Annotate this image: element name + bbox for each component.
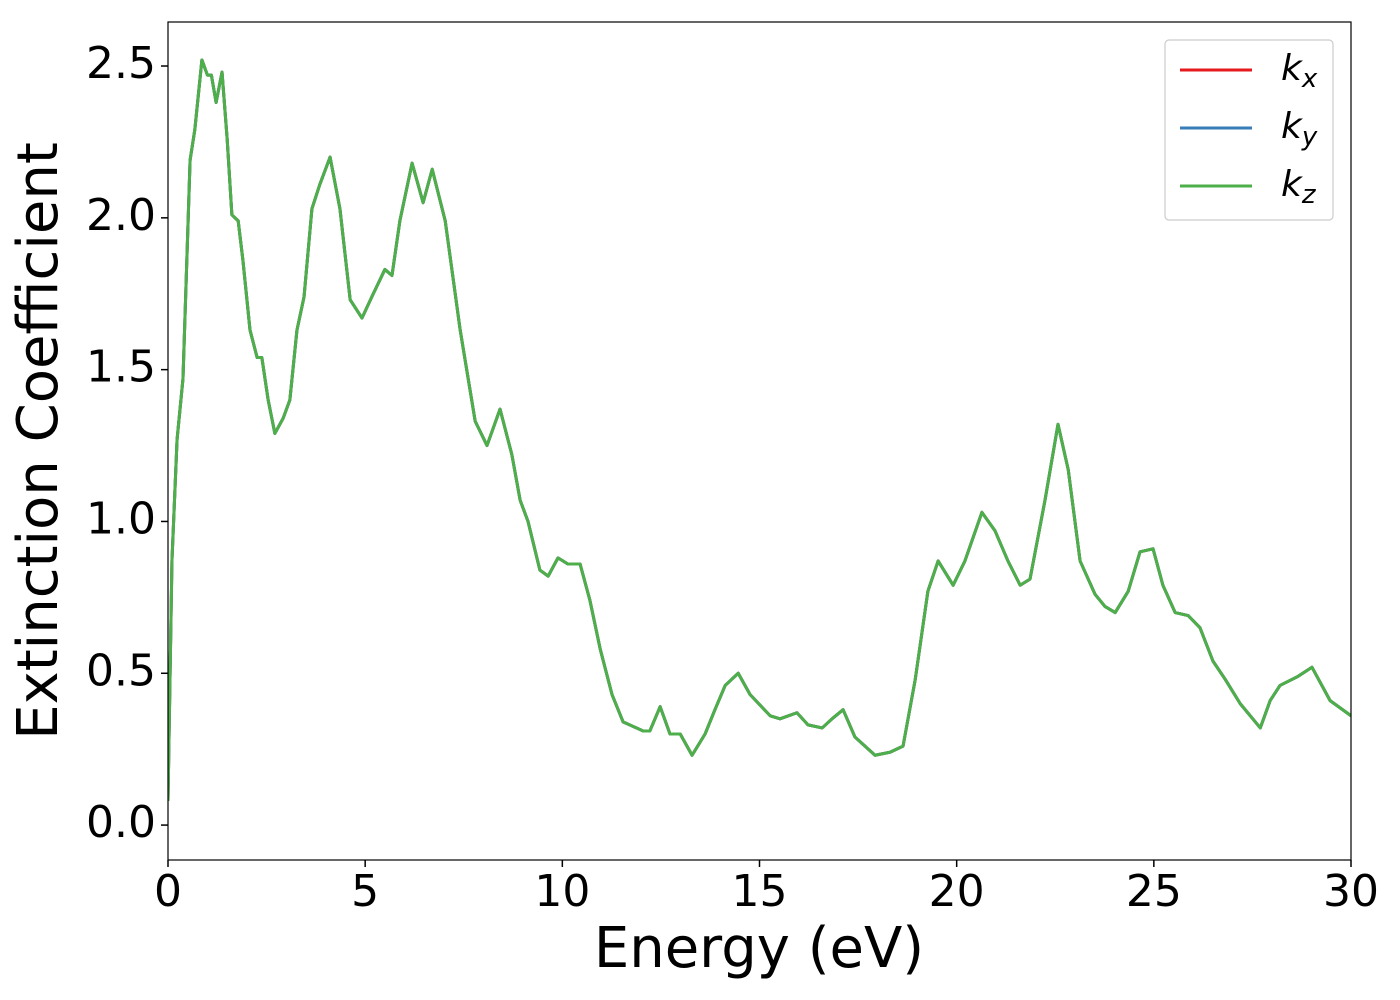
y-tick-label: 2.0 [86,190,156,241]
x-tick-label: 15 [732,866,788,917]
x-tick-label: 25 [1126,866,1182,917]
x-tick-label: 0 [154,866,182,917]
legend-label: kz [1281,164,1317,210]
y-tick-label: 1.5 [86,342,156,393]
x-tick-label: 20 [929,866,985,917]
plot-frame [167,21,1352,861]
y-axis-label: Extinction Coefficient [6,142,71,740]
legend-box [1164,39,1334,221]
y-tick-label: 0.5 [86,645,156,696]
y-tick-label: 0.0 [86,797,156,848]
line-series [168,58,1351,801]
legend-label: kx [1281,48,1318,94]
x-tick-label: 30 [1323,866,1379,917]
x-tick-label: 10 [534,866,590,917]
y-tick-label: 2.5 [86,38,156,89]
x-tick-label: 5 [351,866,379,917]
y-tick-label: 1.0 [86,493,156,544]
legend-label: ky [1281,106,1318,152]
x-axis-label: Energy (eV) [594,916,924,981]
